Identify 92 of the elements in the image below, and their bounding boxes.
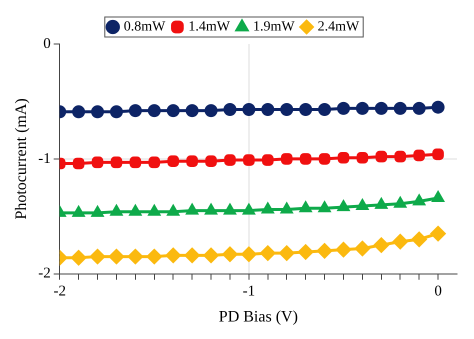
point [280,202,293,214]
point [90,249,106,264]
point [432,191,444,202]
point [413,150,425,162]
point [148,156,160,168]
point [186,104,199,118]
y-tick-label: -1 [38,150,51,167]
point [299,102,312,116]
point [243,154,255,166]
point [130,205,142,216]
point [222,246,238,262]
point [336,102,350,115]
point [392,234,408,250]
point [110,156,122,168]
point [72,158,84,170]
point [318,102,332,116]
point [128,249,143,264]
point [298,244,314,260]
point [108,249,124,264]
point [148,205,160,216]
point [394,197,406,208]
point [338,152,350,164]
x-tick-label: -1 [242,284,256,300]
point [92,156,104,168]
point [110,205,122,216]
point [167,155,179,167]
y-tick-label: -2 [38,266,51,282]
point [356,152,368,164]
point [223,102,236,116]
point [432,100,445,114]
point [92,206,104,217]
legend-label: 1.4mW [188,20,231,35]
point [318,153,330,165]
point [71,250,86,266]
point [204,248,219,263]
y-axis-title: Photocurrent (mA) [12,98,30,220]
point [394,150,406,162]
point [336,242,351,258]
point [205,204,217,215]
y-tick-label: 0 [43,36,51,52]
point [242,102,256,116]
point [318,202,330,212]
point [110,105,123,118]
point [394,102,407,115]
point [184,248,200,263]
point [261,102,274,116]
point [205,155,217,167]
x-tick-label: -2 [53,284,66,300]
point [260,246,276,261]
point [375,198,388,209]
point [167,205,180,216]
point [72,206,84,217]
point [300,153,312,165]
point [430,226,446,242]
point [338,200,350,212]
x-tick-label: 0 [434,284,442,300]
point [128,104,142,118]
point [374,238,389,253]
point [376,150,388,162]
point [356,102,369,115]
point [186,204,198,215]
point [374,102,388,115]
point [356,200,368,210]
legend-label: 2.4mW [318,20,360,35]
point [166,104,180,118]
point [148,104,161,118]
legend-label: 1.9mW [253,20,296,35]
point [432,148,444,160]
point [91,105,104,118]
point [186,155,198,167]
point [204,104,218,118]
point [146,249,162,264]
x-axis-title: PD Bias (V) [218,308,298,326]
point [166,248,181,263]
legend-label: 0.8mW [124,20,166,35]
point [241,246,256,262]
point [279,246,294,261]
point [412,232,427,247]
point [262,154,274,166]
point [317,243,332,258]
point [280,153,293,165]
point [300,202,312,212]
point [72,105,86,118]
point [262,202,274,214]
point [354,241,370,256]
point [243,204,255,215]
point [280,102,294,116]
point [224,204,236,215]
point [224,154,236,166]
point [412,102,426,115]
point [413,194,425,206]
point [130,156,142,168]
